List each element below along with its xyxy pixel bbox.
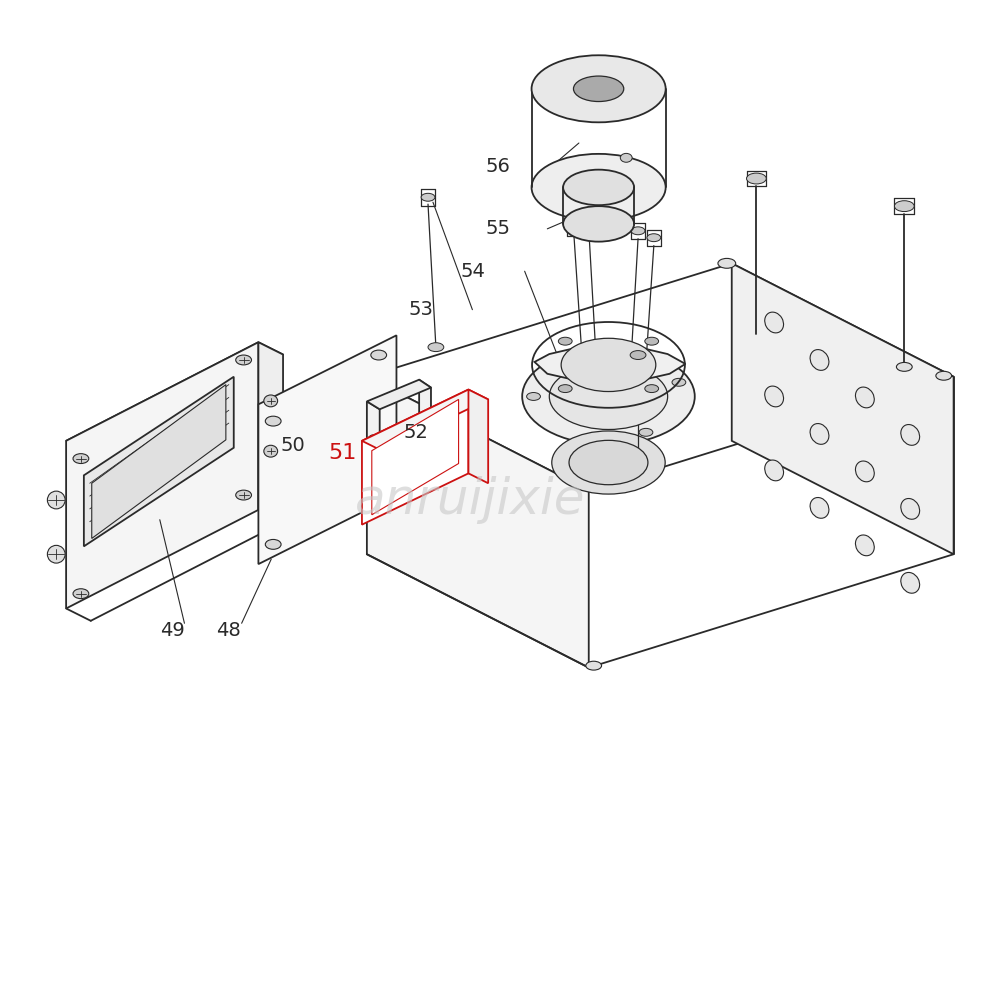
Ellipse shape [527,393,540,400]
Ellipse shape [265,416,281,426]
Ellipse shape [586,661,602,670]
Ellipse shape [894,201,914,212]
Ellipse shape [855,387,874,408]
Polygon shape [367,478,431,508]
Ellipse shape [645,385,659,393]
Ellipse shape [672,378,686,386]
Ellipse shape [810,350,829,370]
Ellipse shape [647,234,661,242]
Polygon shape [362,390,488,451]
Ellipse shape [73,454,89,464]
Ellipse shape [810,424,829,444]
Ellipse shape [639,428,653,436]
Ellipse shape [810,497,829,518]
Text: 55: 55 [486,219,511,238]
Text: anruijixie: anruijixie [355,476,586,524]
Ellipse shape [631,227,645,235]
Polygon shape [92,385,226,538]
Ellipse shape [552,431,665,494]
Ellipse shape [620,153,632,162]
Ellipse shape [264,445,278,457]
Polygon shape [66,342,258,608]
Polygon shape [535,340,685,388]
Ellipse shape [549,363,668,429]
Ellipse shape [236,490,252,500]
Ellipse shape [264,395,278,407]
Ellipse shape [765,386,784,407]
Ellipse shape [558,385,572,393]
Text: 50: 50 [281,436,305,455]
Ellipse shape [421,193,435,201]
Polygon shape [419,380,431,486]
Polygon shape [66,342,283,453]
Text: 52: 52 [404,423,429,442]
Ellipse shape [936,371,952,380]
Polygon shape [732,263,954,554]
Text: 51: 51 [328,443,356,463]
Polygon shape [367,380,431,409]
Ellipse shape [765,460,784,481]
Polygon shape [468,390,488,483]
Polygon shape [84,377,234,546]
Ellipse shape [855,535,874,556]
Ellipse shape [532,154,666,221]
Ellipse shape [569,440,648,485]
Polygon shape [258,335,396,564]
Polygon shape [367,377,589,668]
Ellipse shape [428,343,444,352]
Polygon shape [367,263,954,490]
Text: 49: 49 [160,621,185,640]
Ellipse shape [236,355,252,365]
Text: 48: 48 [216,621,241,640]
Ellipse shape [563,206,634,242]
Ellipse shape [747,173,766,184]
Ellipse shape [582,217,596,225]
Ellipse shape [567,224,581,232]
Ellipse shape [73,589,89,599]
Ellipse shape [371,472,387,482]
Ellipse shape [47,491,65,509]
Ellipse shape [718,258,736,268]
Text: 56: 56 [486,157,510,176]
Ellipse shape [265,539,281,549]
Ellipse shape [765,312,784,333]
Ellipse shape [532,55,666,122]
Polygon shape [258,342,283,522]
Ellipse shape [561,338,656,392]
Ellipse shape [855,461,874,482]
Polygon shape [372,399,459,515]
Ellipse shape [47,545,65,563]
Ellipse shape [420,425,430,437]
Ellipse shape [522,348,695,445]
Ellipse shape [901,425,920,445]
Text: 53: 53 [409,300,434,319]
Ellipse shape [371,350,387,360]
Ellipse shape [573,76,624,102]
Ellipse shape [901,498,920,519]
Ellipse shape [645,337,659,345]
Ellipse shape [368,435,378,447]
Ellipse shape [896,362,912,371]
Ellipse shape [901,572,920,593]
Ellipse shape [563,170,634,205]
Polygon shape [362,390,468,525]
Text: 54: 54 [461,262,486,281]
Ellipse shape [368,371,386,381]
Ellipse shape [630,351,646,359]
Ellipse shape [558,337,572,345]
Polygon shape [367,401,380,508]
